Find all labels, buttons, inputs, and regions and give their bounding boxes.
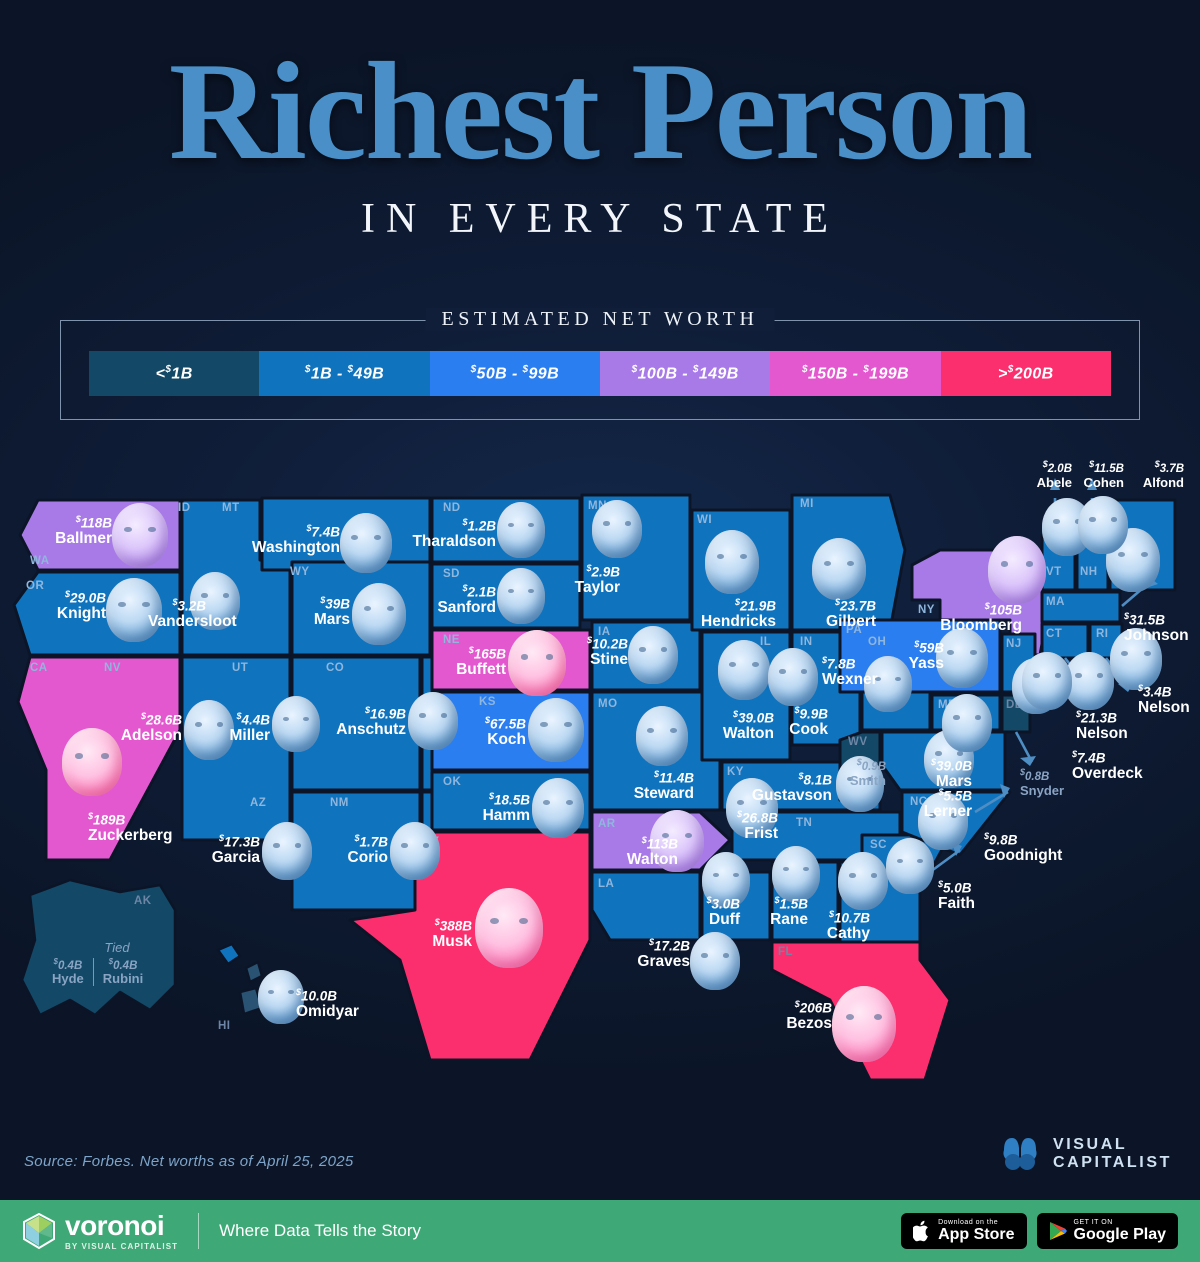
state-shape-ND	[430, 496, 582, 564]
visual-capitalist-logo: VISUAL CAPITALIST	[998, 1134, 1172, 1174]
state-shape-NJ	[1000, 632, 1037, 694]
legend-bucket-label: <$1B	[155, 363, 193, 383]
legend-bucket-1[interactable]: $1B - $49B	[259, 351, 430, 396]
footer-tagline: Where Data Tells the Story	[219, 1221, 422, 1240]
state-shape-KS	[430, 690, 592, 772]
us-map: WA OR CA NV ID MT WY UT CO AZ NM ND SD N…	[0, 440, 1200, 1140]
state-shape-HI	[216, 942, 242, 966]
state-shape-CA	[16, 655, 182, 862]
state-shape-HI3	[238, 986, 264, 1016]
state-shape-OK	[430, 770, 592, 832]
page-subtitle: IN EVERY STATE	[360, 195, 840, 242]
vc-mark-icon	[1003, 1138, 1037, 1170]
legend-bucket-label: $150B - $199B	[801, 363, 910, 383]
app-store-bottom: App Store	[938, 1225, 1015, 1243]
legend-bucket-0[interactable]: <$1B	[89, 351, 260, 396]
state-shape-MD	[930, 693, 1002, 732]
store-badges: Download on the App Store GET IT ON Goog…	[901, 1212, 1178, 1250]
state-shape-AR	[590, 810, 732, 872]
legend-bucket-label: $1B - $49B	[304, 363, 385, 383]
vc-wordmark: VISUAL CAPITALIST	[1053, 1136, 1172, 1172]
state-shape-SD	[430, 562, 582, 630]
legend-title: ESTIMATED NET WORTH	[425, 308, 775, 331]
state-shape-RI	[1088, 622, 1124, 660]
arrow-SC	[929, 848, 961, 874]
play-store-bottom: Google Play	[1073, 1225, 1166, 1243]
state-shape-HI2	[244, 960, 264, 984]
vc-line1: VISUAL	[1052, 1136, 1128, 1154]
state-shape-MT	[260, 496, 432, 572]
voronoi-logo[interactable]: voronoi BY VISUAL CAPITALIST	[22, 1209, 179, 1251]
play-store-top: GET IT ON	[1073, 1218, 1113, 1226]
state-shape-DE	[1000, 693, 1032, 734]
source-note: Source: Forbes. Net worths as of April 2…	[24, 1153, 354, 1170]
state-shape-WI	[690, 508, 792, 632]
state-shape-OR	[12, 570, 182, 657]
state-shape-FL	[770, 940, 952, 1082]
title-block: Richest Person IN EVERY STATE	[0, 34, 1200, 243]
state-shape-MA	[1040, 590, 1122, 624]
apple-icon	[913, 1220, 928, 1242]
state-shape-AK	[20, 878, 177, 1017]
voronoi-sub: BY VISUAL CAPITALIST	[65, 1241, 179, 1251]
state-shape-MN	[580, 493, 692, 622]
legend-bucket-label: >$200B	[998, 363, 1054, 383]
state-shape-IA	[590, 620, 702, 692]
state-shape-PA	[838, 618, 1002, 694]
google-play-icon	[1049, 1222, 1067, 1240]
state-shape-WA	[18, 498, 182, 572]
state-shape-WV	[838, 730, 882, 802]
legend: ESTIMATED NET WORTH <$1B $1B - $49B $50B…	[60, 308, 1140, 420]
footer-bar: voronoi BY VISUAL CAPITALIST Where Data …	[0, 1200, 1200, 1262]
state-shape-ME	[1108, 498, 1177, 592]
state-shape-WY	[290, 560, 432, 657]
page-title: Richest Person	[168, 34, 1033, 189]
legend-bucket-5[interactable]: >$200B	[940, 351, 1111, 396]
state-shape-AZ	[290, 790, 422, 912]
legend-bucket-label: $50B - $99B	[470, 363, 560, 383]
state-shape-NE	[430, 628, 592, 692]
state-shape-MI	[790, 493, 907, 632]
arrow-NC	[974, 790, 1009, 814]
state-shape-IL	[700, 630, 792, 762]
arrow-NJ	[1033, 661, 1062, 703]
voronoi-mark-icon	[23, 1213, 55, 1249]
state-shape-NV	[180, 655, 292, 842]
vc-line2: CAPITALIST	[1052, 1154, 1172, 1171]
app-store-top: Download on the	[938, 1218, 999, 1226]
state-shape-VT	[1040, 533, 1077, 592]
app-store-button[interactable]: Download on the App Store	[901, 1212, 1027, 1250]
google-play-button[interactable]: GET IT ON Google Play	[1036, 1212, 1178, 1250]
state-shape-UT	[290, 655, 422, 792]
state-shape-AL	[770, 860, 840, 942]
footer-divider	[198, 1213, 200, 1249]
state-shape-CT	[1040, 622, 1090, 660]
legend-bucket-3[interactable]: $100B - $149B	[599, 351, 771, 396]
state-shape-LA	[590, 870, 702, 942]
legend-bucket-label: $100B - $149B	[631, 363, 739, 383]
state-shape-MS	[700, 870, 772, 942]
voronoi-name: voronoi	[65, 1209, 165, 1241]
legend-bars: <$1B $1B - $49B $50B - $99B $100B - $149…	[89, 351, 1111, 396]
state-shape-NH	[1075, 533, 1110, 592]
legend-bucket-4[interactable]: $150B - $199B	[770, 351, 941, 396]
map-shapes	[12, 478, 1177, 1082]
legend-bucket-2[interactable]: $50B - $99B	[429, 351, 600, 396]
